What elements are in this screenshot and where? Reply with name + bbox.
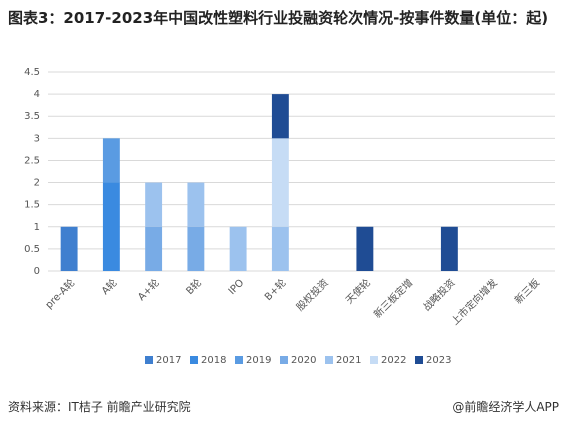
brand: @前瞻经济学人APP: [452, 400, 559, 414]
source: 资料来源：IT桔子 前瞻产业研究院: [8, 400, 191, 414]
bar-segment: [145, 226, 163, 271]
legend-label: 2022: [381, 355, 406, 366]
y-tick-label: 0: [34, 266, 40, 277]
y-tick-label: 1: [34, 222, 40, 233]
bar-segment: [271, 138, 289, 227]
bar-segment: [187, 226, 205, 271]
legend-swatch: [190, 356, 198, 364]
x-tick-label: IPO: [227, 277, 247, 297]
y-tick-label: 4: [34, 89, 40, 100]
chart-title: 图表3：2017-2023年中国改性塑料行业投融资轮次情况-按事件数量(单位：起…: [8, 9, 549, 27]
bar-segment: [229, 226, 247, 271]
y-tick-label: 3.5: [24, 111, 40, 122]
bar-segment: [356, 226, 374, 271]
y-tick-label: 2.5: [24, 155, 40, 166]
legend-swatch: [370, 356, 378, 364]
x-tick-label: pre-A轮: [42, 276, 77, 311]
bar-segment: [145, 182, 163, 227]
legend-swatch: [280, 356, 288, 364]
y-tick-label: 4.5: [24, 67, 40, 78]
bar-segment: [102, 138, 120, 183]
x-tick-label: 战略投资: [420, 276, 457, 313]
x-tick-label: 新三板: [512, 276, 542, 306]
x-tick-label: B轮: [183, 276, 204, 297]
x-tick-label: 股权投资: [293, 276, 330, 313]
x-tick-label: B+轮: [262, 276, 289, 303]
bar-segment: [60, 226, 78, 271]
x-tick-label: 天使轮: [343, 276, 373, 306]
legend-swatch: [145, 356, 153, 364]
bar-segment: [271, 94, 289, 139]
legend-swatch: [235, 356, 243, 364]
x-tick-label: A+轮: [135, 276, 162, 303]
legend-swatch: [415, 356, 423, 364]
y-tick-label: 0.5: [24, 244, 40, 255]
legend-label: 2017: [156, 355, 181, 366]
x-tick-label: A轮: [99, 276, 120, 297]
bar-segment: [102, 182, 120, 271]
bar-segment: [187, 182, 205, 227]
legend-label: 2021: [336, 355, 361, 366]
legend-label: 2018: [201, 355, 226, 366]
legend-label: 2023: [426, 355, 451, 366]
y-tick-label: 3: [34, 133, 40, 144]
bar-segment: [440, 226, 458, 271]
y-tick-label: 2: [34, 178, 40, 189]
bar-segment: [271, 226, 289, 271]
x-tick-label: 新三板定增: [371, 276, 416, 321]
y-tick-label: 1.5: [24, 200, 40, 211]
legend-label: 2020: [291, 355, 316, 366]
legend-swatch: [325, 356, 333, 364]
legend-label: 2019: [246, 355, 271, 366]
